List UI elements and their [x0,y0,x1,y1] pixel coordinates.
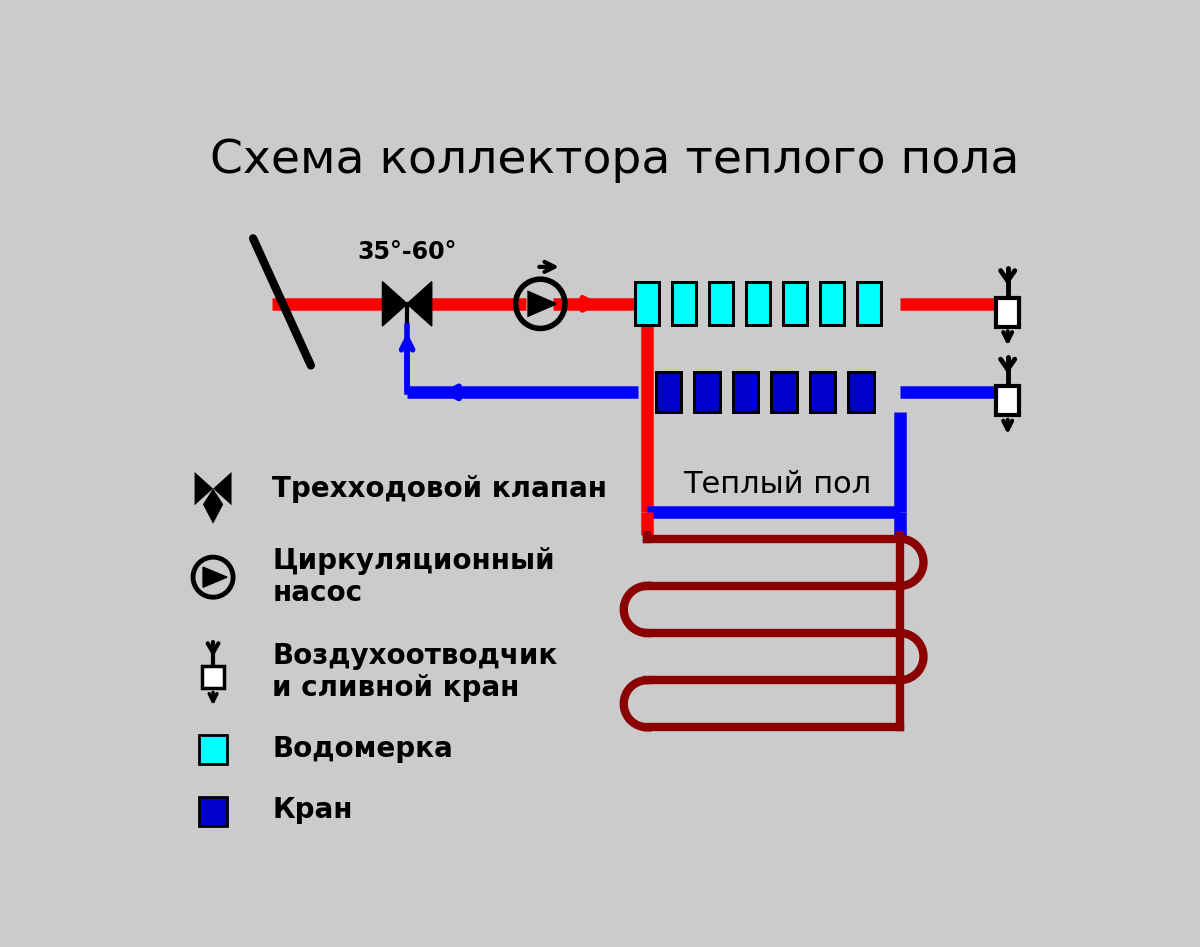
Bar [847,371,876,414]
Polygon shape [528,292,556,315]
Text: Трехходовой клапан: Трехходовой клапан [272,474,607,503]
Bar [673,283,696,325]
Bar [784,283,806,325]
Bar [772,373,797,412]
Text: Кран: Кран [272,796,353,825]
Bar [199,735,227,764]
Polygon shape [383,281,407,326]
Bar [732,371,760,414]
Polygon shape [203,489,223,524]
Bar [695,373,720,412]
Bar [199,796,227,826]
Bar [634,281,661,327]
Bar [821,283,844,325]
Bar [745,281,772,327]
Bar [656,373,682,412]
Polygon shape [214,472,232,506]
Bar [996,297,1019,327]
Bar [203,667,224,688]
Polygon shape [407,281,432,326]
Polygon shape [194,472,214,506]
Bar [733,373,758,412]
Bar [781,281,809,327]
Bar [850,373,874,412]
Bar [709,283,733,325]
Bar [996,386,1019,416]
Text: Водомерка: Водомерка [272,735,454,763]
Bar [636,283,659,325]
Bar [708,281,734,327]
Text: Схема коллектора теплого пола: Схема коллектора теплого пола [210,138,1020,184]
Bar [818,281,846,327]
Bar [746,283,769,325]
Bar [655,371,683,414]
Bar [810,373,835,412]
Bar [694,371,721,414]
Polygon shape [203,567,227,587]
Bar [809,371,838,414]
Bar [858,283,881,325]
Bar [856,281,882,327]
Bar [671,281,697,327]
Text: Теплый пол: Теплый пол [683,471,871,499]
Text: Циркуляционный
насос: Циркуляционный насос [272,547,554,607]
Bar [770,371,799,414]
Text: 35°-60°: 35°-60° [358,240,457,264]
Text: Воздухоотводчик
и сливной кран: Воздухоотводчик и сливной кран [272,642,558,702]
